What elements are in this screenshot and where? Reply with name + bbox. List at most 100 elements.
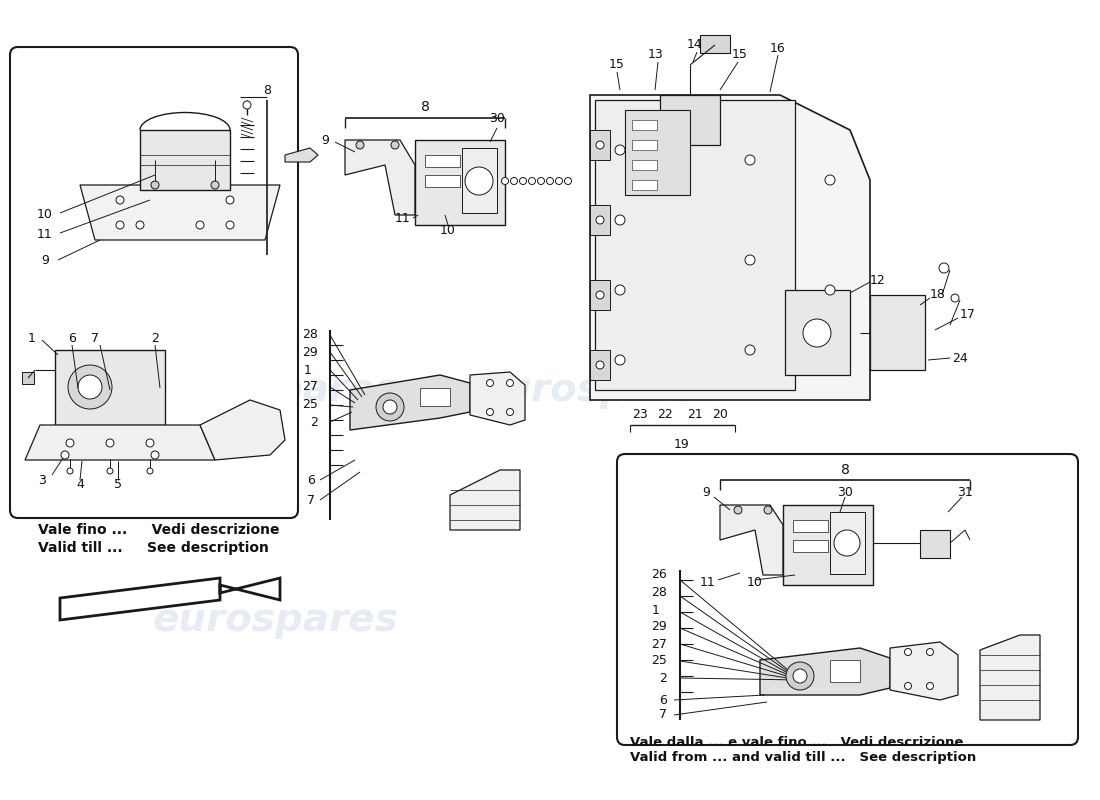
Bar xyxy=(632,180,657,190)
Circle shape xyxy=(596,361,604,369)
Polygon shape xyxy=(285,148,318,162)
Bar xyxy=(632,140,657,150)
Bar xyxy=(920,530,950,558)
Text: 10: 10 xyxy=(747,575,763,589)
Bar xyxy=(660,95,720,145)
Text: eurospares: eurospares xyxy=(152,371,398,409)
Polygon shape xyxy=(590,95,870,400)
Text: 7: 7 xyxy=(307,494,315,506)
Circle shape xyxy=(226,196,234,204)
Text: 16: 16 xyxy=(770,42,785,54)
Bar xyxy=(793,520,828,532)
Polygon shape xyxy=(450,470,520,530)
Polygon shape xyxy=(200,400,285,460)
Circle shape xyxy=(68,365,112,409)
FancyBboxPatch shape xyxy=(617,454,1078,745)
Bar xyxy=(595,100,795,390)
Circle shape xyxy=(564,178,572,185)
Circle shape xyxy=(146,439,154,447)
Text: 25: 25 xyxy=(302,398,318,411)
Polygon shape xyxy=(350,375,470,430)
Circle shape xyxy=(226,221,234,229)
Text: 11: 11 xyxy=(37,229,53,242)
Polygon shape xyxy=(720,505,783,575)
Polygon shape xyxy=(590,205,610,235)
Circle shape xyxy=(78,375,102,399)
Text: eurospares: eurospares xyxy=(627,541,873,579)
Text: 8: 8 xyxy=(420,100,429,114)
Text: 13: 13 xyxy=(648,49,664,62)
Circle shape xyxy=(519,178,527,185)
Text: 18: 18 xyxy=(931,289,946,302)
Bar xyxy=(140,130,230,190)
Circle shape xyxy=(116,196,124,204)
Bar xyxy=(870,295,925,370)
Text: 11: 11 xyxy=(700,575,716,589)
Text: 1: 1 xyxy=(304,363,312,377)
Circle shape xyxy=(107,468,113,474)
Circle shape xyxy=(952,294,959,302)
Circle shape xyxy=(506,409,514,415)
Text: 6: 6 xyxy=(68,331,76,345)
Polygon shape xyxy=(345,140,415,215)
Text: 20: 20 xyxy=(712,409,728,422)
Circle shape xyxy=(596,141,604,149)
Circle shape xyxy=(939,263,949,273)
Circle shape xyxy=(151,181,160,189)
Text: 28: 28 xyxy=(302,329,318,342)
Circle shape xyxy=(615,355,625,365)
Text: 23: 23 xyxy=(632,409,648,422)
Polygon shape xyxy=(590,130,610,160)
Text: 7: 7 xyxy=(91,331,99,345)
Circle shape xyxy=(66,439,74,447)
Circle shape xyxy=(502,178,508,185)
Bar xyxy=(420,388,450,406)
Circle shape xyxy=(596,291,604,299)
Text: 8: 8 xyxy=(840,463,849,477)
FancyBboxPatch shape xyxy=(10,47,298,518)
Text: 30: 30 xyxy=(490,111,505,125)
Circle shape xyxy=(465,167,493,195)
Polygon shape xyxy=(760,648,890,695)
Polygon shape xyxy=(980,635,1040,720)
Circle shape xyxy=(60,451,69,459)
Circle shape xyxy=(786,662,814,690)
Circle shape xyxy=(243,101,251,109)
Circle shape xyxy=(764,506,772,514)
Circle shape xyxy=(510,178,517,185)
Text: 3: 3 xyxy=(39,474,46,486)
Text: 21: 21 xyxy=(688,409,703,422)
Polygon shape xyxy=(80,185,280,240)
Circle shape xyxy=(486,379,494,386)
Circle shape xyxy=(745,345,755,355)
Bar xyxy=(55,350,165,425)
Text: 6: 6 xyxy=(307,474,315,486)
Circle shape xyxy=(211,181,219,189)
Bar xyxy=(700,35,730,53)
Polygon shape xyxy=(25,425,215,460)
Circle shape xyxy=(376,393,404,421)
Bar xyxy=(785,290,850,375)
Text: 2: 2 xyxy=(659,671,667,685)
Polygon shape xyxy=(60,578,280,620)
Circle shape xyxy=(825,285,835,295)
Circle shape xyxy=(793,669,807,683)
Text: 19: 19 xyxy=(674,438,690,451)
Circle shape xyxy=(136,221,144,229)
Text: 8: 8 xyxy=(263,83,271,97)
Text: 1: 1 xyxy=(652,603,660,617)
Circle shape xyxy=(486,409,494,415)
Circle shape xyxy=(147,468,153,474)
Circle shape xyxy=(538,178,544,185)
Bar xyxy=(425,155,460,167)
Text: 12: 12 xyxy=(870,274,886,286)
Text: Valid till ...     See description: Valid till ... See description xyxy=(39,541,268,555)
Text: 1: 1 xyxy=(29,331,36,345)
Circle shape xyxy=(803,319,830,347)
Text: 9: 9 xyxy=(41,254,48,266)
Text: 30: 30 xyxy=(837,486,852,499)
Text: 10: 10 xyxy=(440,223,455,237)
Circle shape xyxy=(745,255,755,265)
Circle shape xyxy=(825,175,835,185)
Text: Valid from ... and valid till ...   See description: Valid from ... and valid till ... See de… xyxy=(630,751,977,765)
